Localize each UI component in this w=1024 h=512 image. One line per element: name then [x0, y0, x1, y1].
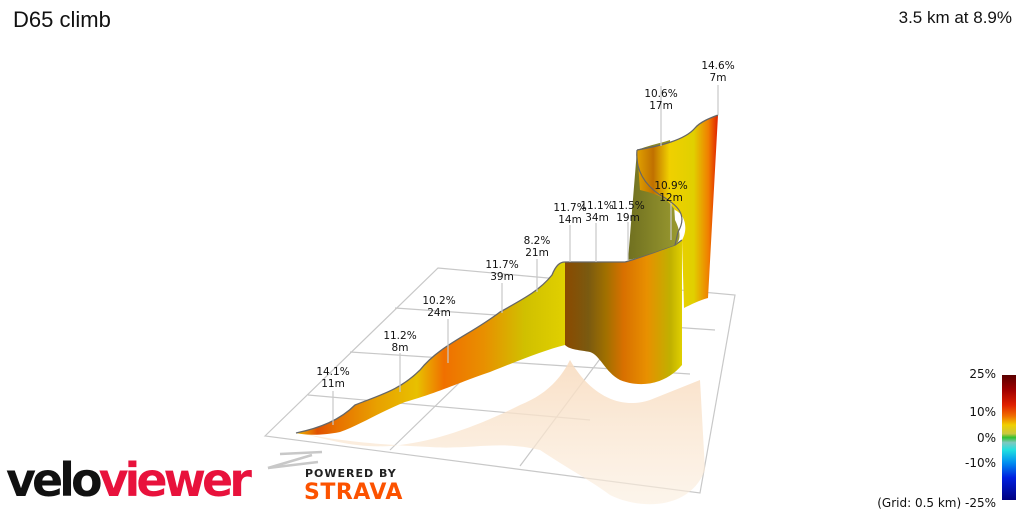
svg-text:39m: 39m	[490, 271, 514, 283]
svg-text:11.5%: 11.5%	[611, 200, 644, 212]
profile-shadow	[296, 360, 705, 505]
svg-text:19m: 19m	[616, 212, 640, 224]
legend-label-25: 25%	[969, 367, 996, 381]
powered-by-label: POWERED BY	[305, 467, 397, 480]
svg-text:24m: 24m	[427, 307, 451, 319]
veloviewer-logo[interactable]: veloviewer	[6, 452, 252, 508]
profile-wall-section-2	[565, 240, 682, 385]
svg-text:34m: 34m	[585, 212, 609, 224]
gradient-color-scale	[1002, 375, 1016, 500]
svg-text:14.6%: 14.6%	[701, 60, 734, 72]
profile-wall-section-4	[637, 115, 718, 308]
segment-annotations: 14.1% 11m 11.2% 8m 10.2% 24m 11.7% 39m 8…	[316, 60, 734, 390]
logo-viewer: viewer	[98, 453, 252, 507]
svg-text:14.1%: 14.1%	[316, 366, 349, 378]
legend-label-minus10: -10%	[964, 456, 996, 470]
north-indicator-icon	[267, 450, 323, 470]
svg-text:11.7%: 11.7%	[485, 259, 518, 271]
svg-text:14m: 14m	[558, 214, 582, 226]
page-title: D65 climb	[13, 7, 111, 32]
svg-text:10.9%: 10.9%	[654, 180, 687, 192]
profile-wall-section-1	[296, 262, 565, 435]
svg-text:8m: 8m	[392, 342, 409, 354]
svg-text:10.2%: 10.2%	[422, 295, 455, 307]
svg-text:17m: 17m	[649, 100, 673, 112]
logo-velo: velo	[6, 453, 103, 507]
strava-logo[interactable]: STRAVA	[304, 480, 403, 505]
svg-text:8.2%: 8.2%	[524, 235, 551, 247]
svg-text:11.2%: 11.2%	[383, 330, 416, 342]
svg-text:11.7%: 11.7%	[553, 202, 586, 214]
svg-text:11.1%: 11.1%	[580, 200, 613, 212]
svg-text:11m: 11m	[321, 378, 345, 390]
svg-text:10.6%: 10.6%	[644, 88, 677, 100]
legend-label-minus25-grid: (Grid: 0.5 km) -25%	[877, 496, 996, 510]
svg-text:12m: 12m	[659, 192, 683, 204]
svg-text:21m: 21m	[525, 247, 549, 259]
climb-summary: 3.5 km at 8.9%	[898, 8, 1012, 27]
legend-label-0: 0%	[976, 431, 996, 445]
legend-label-10: 10%	[969, 405, 996, 419]
svg-text:7m: 7m	[710, 72, 727, 84]
